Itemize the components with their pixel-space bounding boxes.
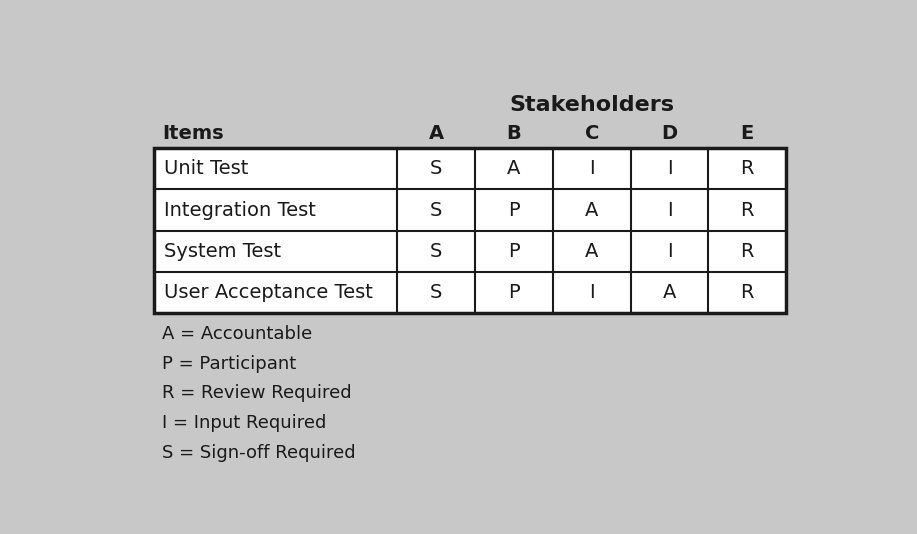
Text: I: I	[667, 201, 672, 219]
Text: A: A	[585, 242, 599, 261]
Text: R: R	[741, 283, 754, 302]
Text: S: S	[430, 160, 442, 178]
Text: I: I	[589, 160, 594, 178]
Text: S = Sign-off Required: S = Sign-off Required	[162, 444, 356, 461]
Text: P = Participant: P = Participant	[162, 355, 296, 373]
Text: S: S	[430, 283, 442, 302]
Text: C: C	[584, 124, 599, 144]
Text: P: P	[508, 283, 520, 302]
Text: A: A	[507, 160, 521, 178]
Text: R = Review Required: R = Review Required	[162, 384, 352, 403]
Text: Integration Test: Integration Test	[164, 201, 316, 219]
Text: Unit Test: Unit Test	[164, 160, 249, 178]
Text: P: P	[508, 201, 520, 219]
Text: R: R	[741, 201, 754, 219]
Text: User Acceptance Test: User Acceptance Test	[164, 283, 373, 302]
Text: R: R	[741, 242, 754, 261]
Text: A: A	[585, 201, 599, 219]
Text: A: A	[663, 283, 676, 302]
Text: E: E	[741, 124, 754, 144]
Text: R: R	[741, 160, 754, 178]
Bar	[154, 148, 786, 313]
Text: System Test: System Test	[164, 242, 282, 261]
Text: I = Input Required: I = Input Required	[162, 414, 326, 432]
Text: I: I	[589, 283, 594, 302]
Text: A: A	[428, 124, 444, 144]
Text: S: S	[430, 201, 442, 219]
Text: B: B	[506, 124, 521, 144]
Text: Items: Items	[162, 124, 224, 144]
Text: Stakeholders: Stakeholders	[509, 95, 674, 115]
Text: I: I	[667, 160, 672, 178]
Text: D: D	[661, 124, 678, 144]
Text: A = Accountable: A = Accountable	[162, 325, 313, 343]
Text: I: I	[667, 242, 672, 261]
Text: S: S	[430, 242, 442, 261]
Text: P: P	[508, 242, 520, 261]
